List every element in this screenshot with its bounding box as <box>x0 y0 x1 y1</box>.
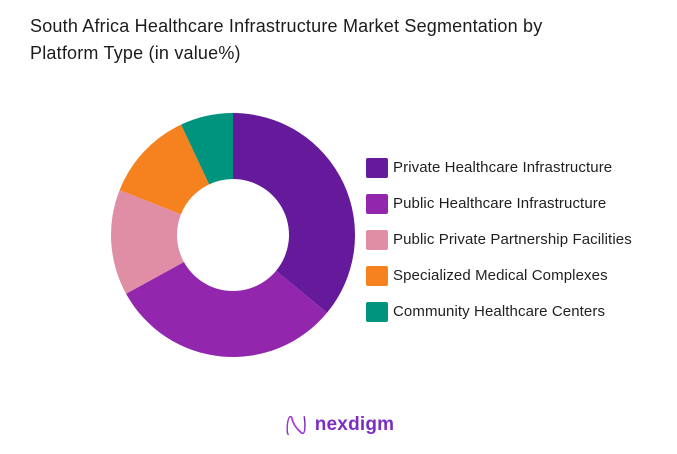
brand-logo: nexdigm <box>0 410 677 440</box>
legend-label: Private Healthcare Infrastructure <box>393 159 613 176</box>
legend-label: Public Healthcare Infrastructure <box>393 195 607 212</box>
legend-swatch <box>366 229 388 250</box>
donut-segment <box>119 124 210 215</box>
legend-label: Public Private Partnership Facilities <box>393 231 632 248</box>
legend-item: Community Healthcare Centers <box>366 301 632 322</box>
legend-item: Public Private Partnership Facilities <box>366 229 632 250</box>
nexdigm-logo-icon <box>286 415 306 435</box>
donut-segment <box>126 261 327 357</box>
donut-chart-svg <box>111 113 356 357</box>
chart-title: South Africa Healthcare Infrastructure M… <box>30 16 543 63</box>
legend-item: Private Healthcare Infrastructure <box>366 157 632 178</box>
donut-segment <box>233 113 356 313</box>
logo-text: nexdigm <box>314 414 395 435</box>
legend-label: Specialized Medical Complexes <box>393 267 608 284</box>
legend-swatch <box>366 265 388 286</box>
legend-item: Specialized Medical Complexes <box>366 265 632 286</box>
legend-label: Community Healthcare Centers <box>393 303 606 320</box>
legend-swatch <box>366 301 388 322</box>
legend-swatch <box>366 193 388 214</box>
legend-item: Public Healthcare Infrastructure <box>366 193 632 214</box>
donut-segment <box>181 113 233 185</box>
donut-segment <box>111 190 184 294</box>
legend: Private Healthcare Infrastructure Public … <box>366 157 632 337</box>
donut-chart <box>111 113 356 357</box>
legend-swatch <box>366 157 388 178</box>
